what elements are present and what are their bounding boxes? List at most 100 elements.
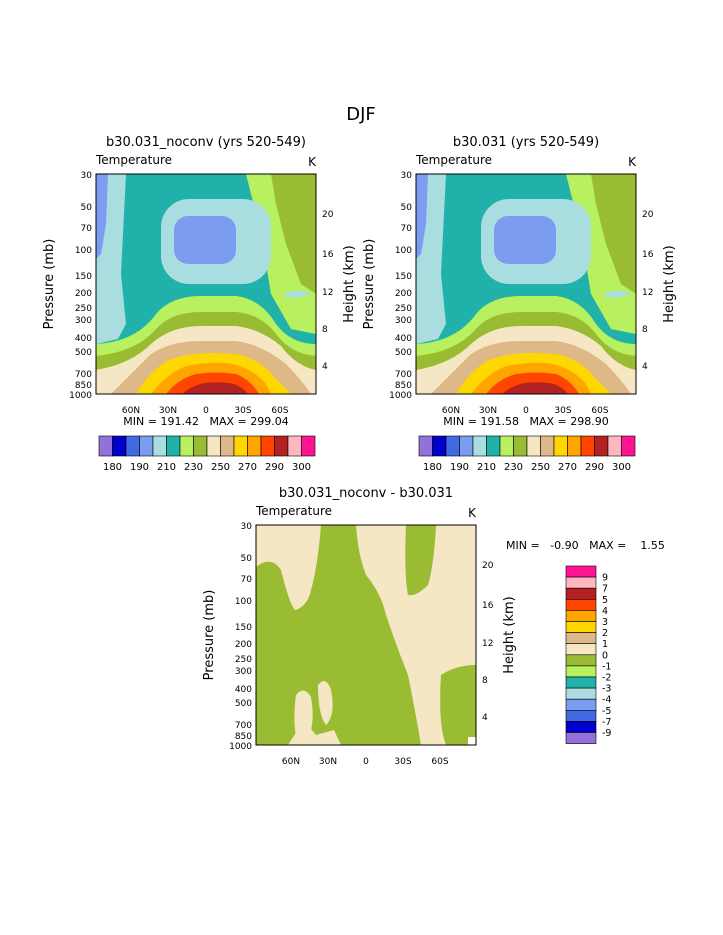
panel-2-subtitle-right: K [628,155,637,169]
pressure-tick-label: 70 [241,575,253,585]
colorbar-swatch [607,435,622,457]
colorbar-swatch [513,435,528,457]
colorbar-swatch [179,435,194,457]
pressure-tick-label: 200 [235,640,252,650]
panel-3-ylabel: Pressure (mb) [202,590,217,681]
panel-1-height-ticks: 4 8 12 16 20 [322,210,334,372]
colorbar-label: 0 [602,650,608,661]
pressure-tick-label: 1000 [389,391,412,401]
lat-tick-label: 30S [394,757,411,767]
colorbar-label: 180 [423,462,442,473]
colorbar-swatch [565,632,597,644]
panel-1-field [96,174,316,394]
pressure-tick-label: 250 [235,655,252,665]
pressure-tick-label: 70 [401,224,413,234]
colorbar-swatch [247,435,262,457]
colorbar-swatch [301,435,316,457]
colorbar-swatch [565,565,597,578]
pressure-tick-label: 30 [401,171,413,181]
colorbar-swatch [206,435,221,457]
colorbar-swatch [565,710,597,722]
height-tick-label: 12 [642,288,653,298]
diff-neg-ne [433,525,476,655]
height-tick-label: 8 [322,325,328,335]
contour-band-darkred [502,382,568,394]
colorbar-label: 210 [477,462,496,473]
pressure-tick-label: 50 [241,554,253,564]
panel-3-lat-ticks: 60N 30N 0 30S 60S [282,757,449,767]
pressure-tick-label: 700 [75,370,92,380]
colorbar-label: 5 [602,595,608,606]
lat-tick-label: 30S [554,406,571,416]
colorbar-swatch [233,435,248,457]
colorbar-swatch [565,654,597,667]
height-tick-label: 16 [482,601,494,611]
pressure-tick-label: 500 [75,348,92,358]
pressure-tick-label: 400 [395,334,412,344]
colorbar-swatch [472,435,487,457]
colorbar-swatch [445,435,460,457]
colorbar-swatch [565,610,597,622]
colorbar-label: 1 [602,639,608,650]
diff-neg-blob-1 [405,525,436,596]
panel-2-frame [415,173,637,395]
colorbar-2-swatches [418,435,636,457]
colorbar-label: 190 [130,462,149,473]
panel-2-title: b30.031 (yrs 520-549) [453,135,599,150]
pressure-tick-label: 100 [75,246,92,256]
colorbar-swatch [565,598,597,611]
colorbar-label: 230 [184,462,203,473]
pressure-tick-label: 500 [395,348,412,358]
lat-tick-label: 60S [431,757,448,767]
height-tick-label: 20 [642,210,654,220]
panel-3-subtitle-right: K [468,506,477,520]
panel-3: b30.031_noconv - b30.031 Temperature K 3… [202,486,665,767]
colorbar-2: 180 190 210 230 250 270 290 300 [418,435,636,473]
pressure-tick-label: 300 [75,316,92,326]
diff-pos-blob-1 [294,690,313,745]
panel-1-title: b30.031_noconv (yrs 520-549) [106,135,306,150]
colorbar-1: 180 190 210 230 250 270 290 300 [98,435,316,473]
colorbar-swatch [565,676,597,689]
colorbar-swatch [594,435,609,457]
colorbar-label: 3 [602,617,608,628]
pressure-tick-label: 200 [75,289,92,299]
contour-olive-ne [591,174,636,294]
panel-2-lat-ticks: 60N 30N 0 30S 60S [442,406,609,416]
colorbar-label: -3 [602,684,611,695]
lat-tick-label: 30N [159,406,177,416]
height-tick-label: 16 [642,250,654,260]
height-tick-label: 4 [482,713,488,723]
panel-3-frame [255,524,477,746]
colorbar-swatch [418,435,433,457]
contour-blue-nw [96,174,108,259]
colorbar-swatch [112,435,127,457]
height-tick-label: 4 [322,362,328,372]
height-tick-label: 12 [482,639,493,649]
height-tick-label: 20 [482,561,494,571]
lat-tick-label: 60S [271,406,288,416]
colorbar-label: -9 [602,728,611,739]
colorbar-label: -5 [602,706,611,717]
pressure-tick-label: 150 [395,272,412,282]
contour-lightblue-blob [284,290,311,298]
colorbar-swatch [486,435,501,457]
pressure-tick-label: 250 [395,304,412,314]
panel-1-lat-ticks: 60N 30N 0 30S 60S [122,406,289,416]
colorbar-swatch [565,587,597,600]
height-tick-label: 16 [322,250,334,260]
colorbar-swatch [98,435,113,457]
pressure-tick-label: 250 [75,304,92,314]
pressure-tick-label: 700 [395,370,412,380]
panel-1-ylabel: Pressure (mb) [42,239,57,330]
diff-pos-strip [425,670,441,745]
pressure-tick-label: 850 [395,381,412,391]
diff-pos-blob-2 [318,681,333,725]
panel-3-min-max: MIN = -0.90 MAX = 1.55 [506,539,665,552]
pressure-tick-label: 100 [395,246,412,256]
contour-blue-core [494,216,556,264]
page-title: DJF [346,104,376,125]
